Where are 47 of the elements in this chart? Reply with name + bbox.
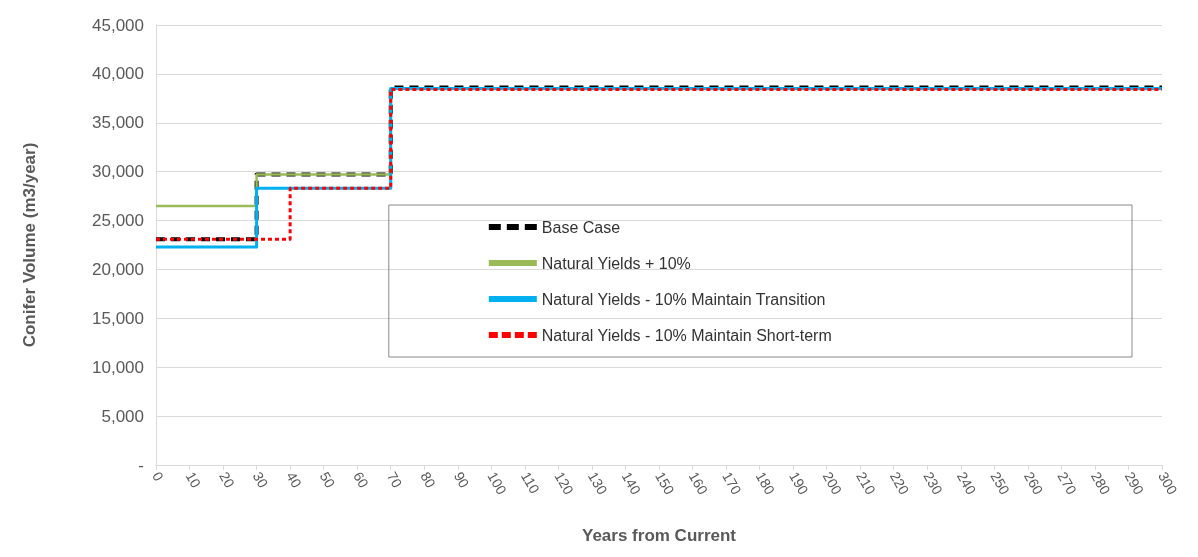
x-tick-label: 10 [182,469,205,491]
x-tick-label: 60 [350,469,373,491]
y-tick-label: - [138,455,144,475]
x-tick-label: 260 [1020,469,1047,498]
x-tick-label: 90 [450,469,473,491]
x-tick-label: 270 [1054,469,1081,498]
y-tick-label: 15,000 [92,308,144,328]
x-tick-label: 80 [417,469,440,491]
x-tick-label: 130 [585,469,611,498]
y-tick-label: 45,000 [92,15,144,35]
x-tick-label: 250 [987,469,1014,498]
x-tick-label: 160 [685,469,712,498]
x-tick-label: 240 [953,469,980,498]
x-tick-label: 180 [752,469,779,498]
x-tick-label: 70 [383,469,406,491]
y-tick-label: 10,000 [92,357,144,377]
y-tick-label: 5,000 [101,406,144,426]
x-tick-label: 230 [920,469,946,498]
x-tick-label: 200 [819,469,846,498]
x-tick-label: 110 [517,469,544,497]
x-tick-label: 300 [1155,469,1181,498]
x-tick-label: 0 [149,469,167,484]
x-tick-label: 120 [551,469,578,498]
x-tick-label: 170 [719,469,745,498]
x-tick-label: 150 [652,469,678,498]
y-tick-label: 35,000 [92,113,144,133]
x-tick-label: 190 [786,469,812,498]
x-tick-label: 30 [249,469,272,491]
x-axis-title: Years from Current [582,526,737,545]
x-tick-label: 290 [1121,469,1148,498]
y-tick-label: 40,000 [92,64,144,84]
y-tick-label: 25,000 [92,211,144,231]
x-tick-label: 280 [1088,469,1114,498]
x-tick-label: 100 [484,469,511,498]
y-axis-title: Conifer Volume (m3/year) [20,142,39,348]
x-tick-label: 50 [316,469,339,491]
legend-label: Natural Yields + 10% [541,254,691,272]
y-tick-label: 20,000 [92,259,144,279]
x-tick-label: 20 [216,469,238,491]
y-tick-label: 30,000 [92,162,144,182]
x-tick-label: 140 [618,469,645,498]
x-tick-label: 210 [853,469,879,498]
legend-label: Natural Yields - 10% Maintain Transition [541,290,826,308]
legend-label: Natural Yields - 10% Maintain Short-term [541,326,832,344]
legend-label: Base Case [541,218,621,236]
x-tick-label: 220 [886,469,913,498]
x-tick-label: 40 [283,469,305,491]
